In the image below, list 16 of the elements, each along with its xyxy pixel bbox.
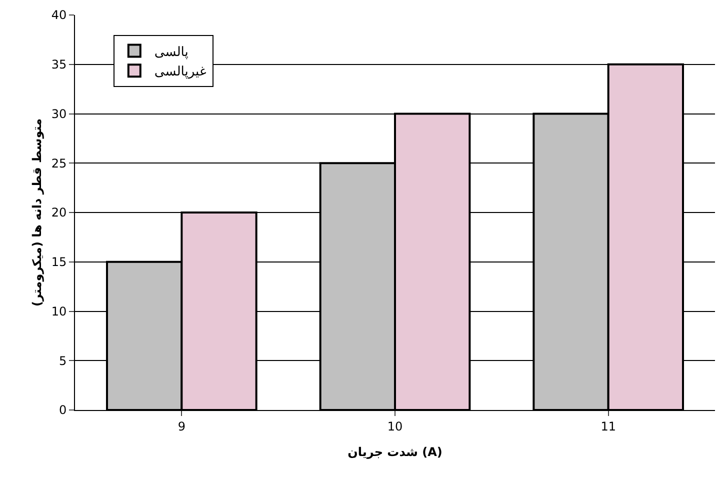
y-tick-label: 10	[51, 304, 67, 318]
y-tick-label: 35	[51, 58, 67, 72]
x-tick-label: 10	[387, 419, 403, 434]
y-tick-label: 0	[58, 403, 67, 418]
y-tick-label: 40	[51, 8, 67, 22]
y-tick-label: 5	[58, 354, 67, 368]
legend-label: پالسی	[154, 44, 189, 60]
y-tick-label: 15	[51, 255, 67, 270]
x-axis-title: شدت جریان (A)	[348, 445, 442, 459]
y-tick-label: 30	[51, 106, 67, 121]
x-tick-label: 11	[600, 419, 616, 434]
y-tick-label: 20	[51, 206, 67, 220]
legend-label: غیرپالسی	[154, 64, 206, 80]
x-tick-label: 9	[178, 419, 186, 434]
y-tick-label: 25	[51, 156, 67, 170]
y-axis-title: متوسط قطر دانه ها (میکرومتر)	[30, 118, 44, 307]
